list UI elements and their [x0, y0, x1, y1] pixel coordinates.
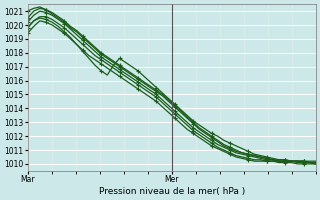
X-axis label: Pression niveau de la mer( hPa ): Pression niveau de la mer( hPa )	[99, 187, 245, 196]
